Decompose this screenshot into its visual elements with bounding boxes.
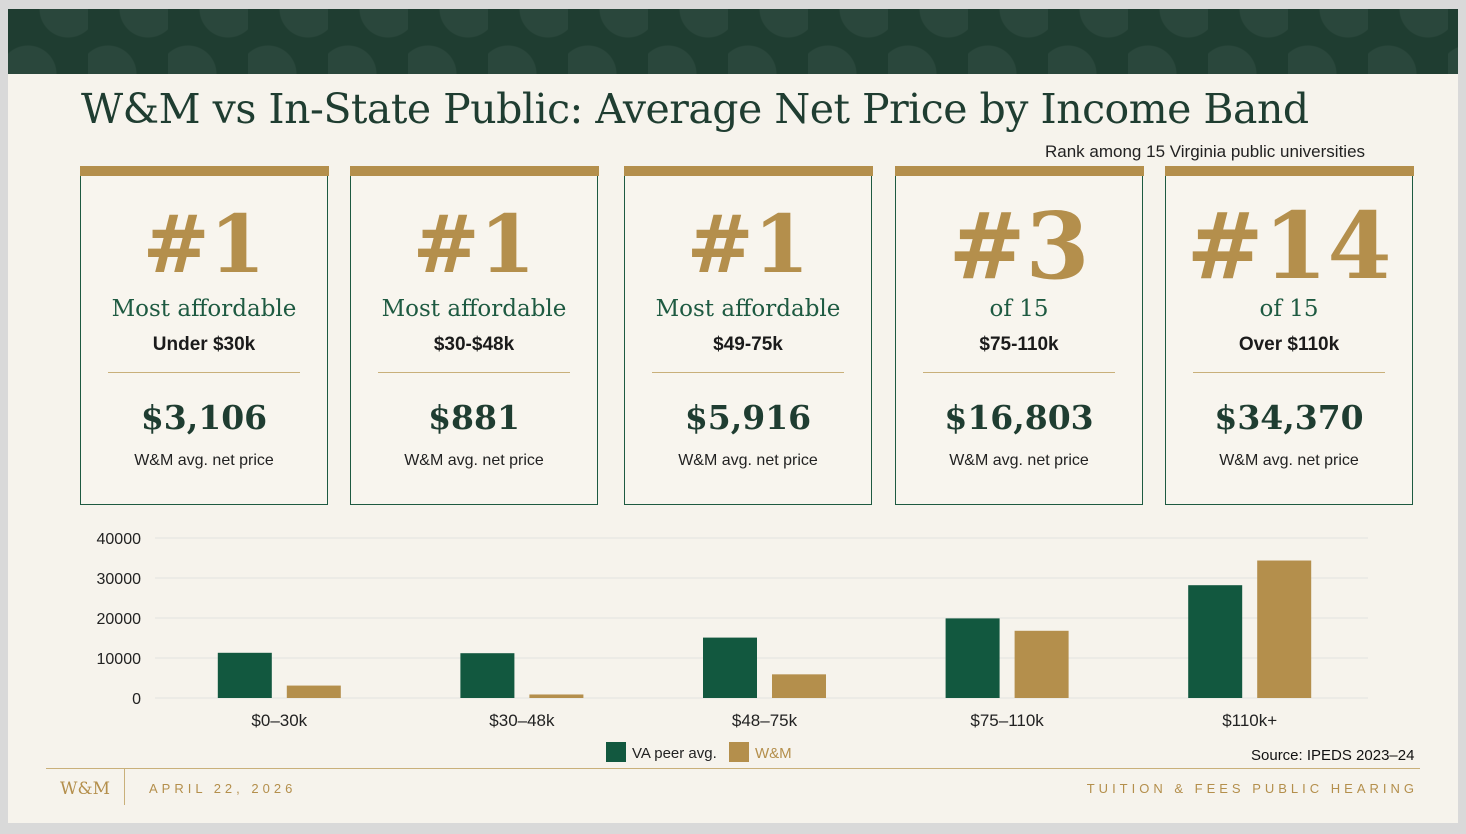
x-tick-label: $0–30k bbox=[251, 711, 307, 730]
card-label: Most affordable bbox=[111, 296, 297, 322]
card-price-caption: W&M avg. net price bbox=[678, 452, 818, 469]
card-accent-bar bbox=[1164, 166, 1414, 176]
y-tick-label: 30000 bbox=[97, 571, 142, 588]
card-rank: #3 bbox=[948, 192, 1090, 300]
wm-logo: W&M bbox=[60, 779, 111, 799]
x-tick-label: $30–48k bbox=[489, 711, 555, 730]
card-rank: #14 bbox=[1186, 192, 1392, 300]
header-banner bbox=[8, 9, 1458, 74]
card-rank: #1 bbox=[412, 197, 536, 291]
card-price-caption: W&M avg. net price bbox=[134, 452, 274, 469]
card-accent-bar bbox=[349, 166, 599, 176]
y-tick-label: 0 bbox=[132, 691, 141, 708]
card-label: Most affordable bbox=[381, 296, 567, 322]
rank-card: #3 of 15 $75-110k $16,803 W&M avg. net p… bbox=[894, 166, 1144, 505]
x-tick-label: $75–110k bbox=[970, 711, 1044, 730]
rank-note: Rank among 15 Virginia public universiti… bbox=[1045, 142, 1366, 161]
y-tick-label: 40000 bbox=[97, 531, 142, 548]
legend-label-va-peer: VA peer avg. bbox=[632, 745, 717, 762]
card-price: $3,106 bbox=[140, 398, 268, 437]
card-divider bbox=[923, 372, 1115, 373]
bar-chart: 0 10000 20000 30000 40000 $0–30k $30–48k $48–75… bbox=[97, 531, 1368, 730]
bar-wm bbox=[286, 685, 341, 698]
card-rank: #1 bbox=[686, 197, 810, 291]
rank-card: #1 Most affordable Under $30k $3,106 W&M… bbox=[79, 166, 329, 505]
card-price-caption: W&M avg. net price bbox=[404, 452, 544, 469]
card-label: of 15 bbox=[989, 296, 1049, 322]
y-tick-label: 20000 bbox=[97, 611, 142, 628]
card-income-band: Under $30k bbox=[152, 334, 256, 355]
card-label: Most affordable bbox=[655, 296, 841, 322]
legend-swatch-va-peer bbox=[606, 742, 626, 762]
footer-divider bbox=[46, 768, 1420, 769]
card-rank: #1 bbox=[142, 197, 266, 291]
card-divider bbox=[652, 372, 844, 373]
y-tick-label: 10000 bbox=[97, 651, 142, 668]
x-tick-label: $110k+ bbox=[1222, 711, 1277, 730]
chart-legend: VA peer avg. W&M bbox=[606, 742, 792, 762]
card-divider bbox=[378, 372, 570, 373]
card-income-band: $49-75k bbox=[713, 334, 783, 355]
footer-vertical-divider bbox=[124, 769, 125, 805]
card-income-band: $75-110k bbox=[979, 334, 1059, 355]
legend-swatch-wm bbox=[728, 742, 749, 762]
bar-wm bbox=[1014, 630, 1069, 698]
bar-va-peer bbox=[217, 652, 272, 698]
bar-va-peer bbox=[1188, 585, 1243, 698]
legend-label-wm: W&M bbox=[754, 745, 792, 762]
bar-va-peer bbox=[460, 653, 515, 698]
card-price: $16,803 bbox=[944, 398, 1094, 437]
footer-title: TUITION & FEES PUBLIC HEARING bbox=[1086, 781, 1418, 796]
card-price: $5,916 bbox=[684, 398, 812, 437]
bar-wm bbox=[772, 674, 826, 698]
rank-card: #1 Most affordable $49-75k $5,916 W&M av… bbox=[623, 166, 873, 505]
x-tick-label: $48–75k bbox=[732, 711, 798, 730]
card-label: of 15 bbox=[1259, 296, 1319, 322]
bar-va-peer bbox=[703, 637, 757, 698]
card-divider bbox=[108, 372, 300, 373]
slide: W&M vs In-State Public: Average Net Pric… bbox=[8, 9, 1458, 823]
page-title: W&M vs In-State Public: Average Net Pric… bbox=[81, 85, 1309, 133]
rank-card: #1 Most affordable $30-$48k $881 W&M avg… bbox=[349, 166, 599, 505]
bar-wm bbox=[529, 694, 584, 698]
card-price: $881 bbox=[428, 398, 520, 437]
card-accent-bar bbox=[894, 166, 1144, 176]
bar-wm bbox=[1257, 560, 1312, 698]
card-divider bbox=[1193, 372, 1385, 373]
card-accent-bar bbox=[623, 166, 873, 176]
source-note: Source: IPEDS 2023–24 bbox=[1251, 747, 1415, 764]
footer-date: APRIL 22, 2026 bbox=[149, 781, 297, 796]
card-accent-bar bbox=[79, 166, 329, 176]
bar-va-peer bbox=[945, 618, 1000, 698]
card-income-band: Over $110k bbox=[1238, 334, 1340, 355]
card-price-caption: W&M avg. net price bbox=[1219, 452, 1359, 469]
card-price-caption: W&M avg. net price bbox=[949, 452, 1089, 469]
card-income-band: $30-$48k bbox=[433, 334, 515, 355]
card-price: $34,370 bbox=[1214, 398, 1364, 437]
rank-card: #14 of 15 Over $110k $34,370 W&M avg. ne… bbox=[1164, 166, 1414, 505]
